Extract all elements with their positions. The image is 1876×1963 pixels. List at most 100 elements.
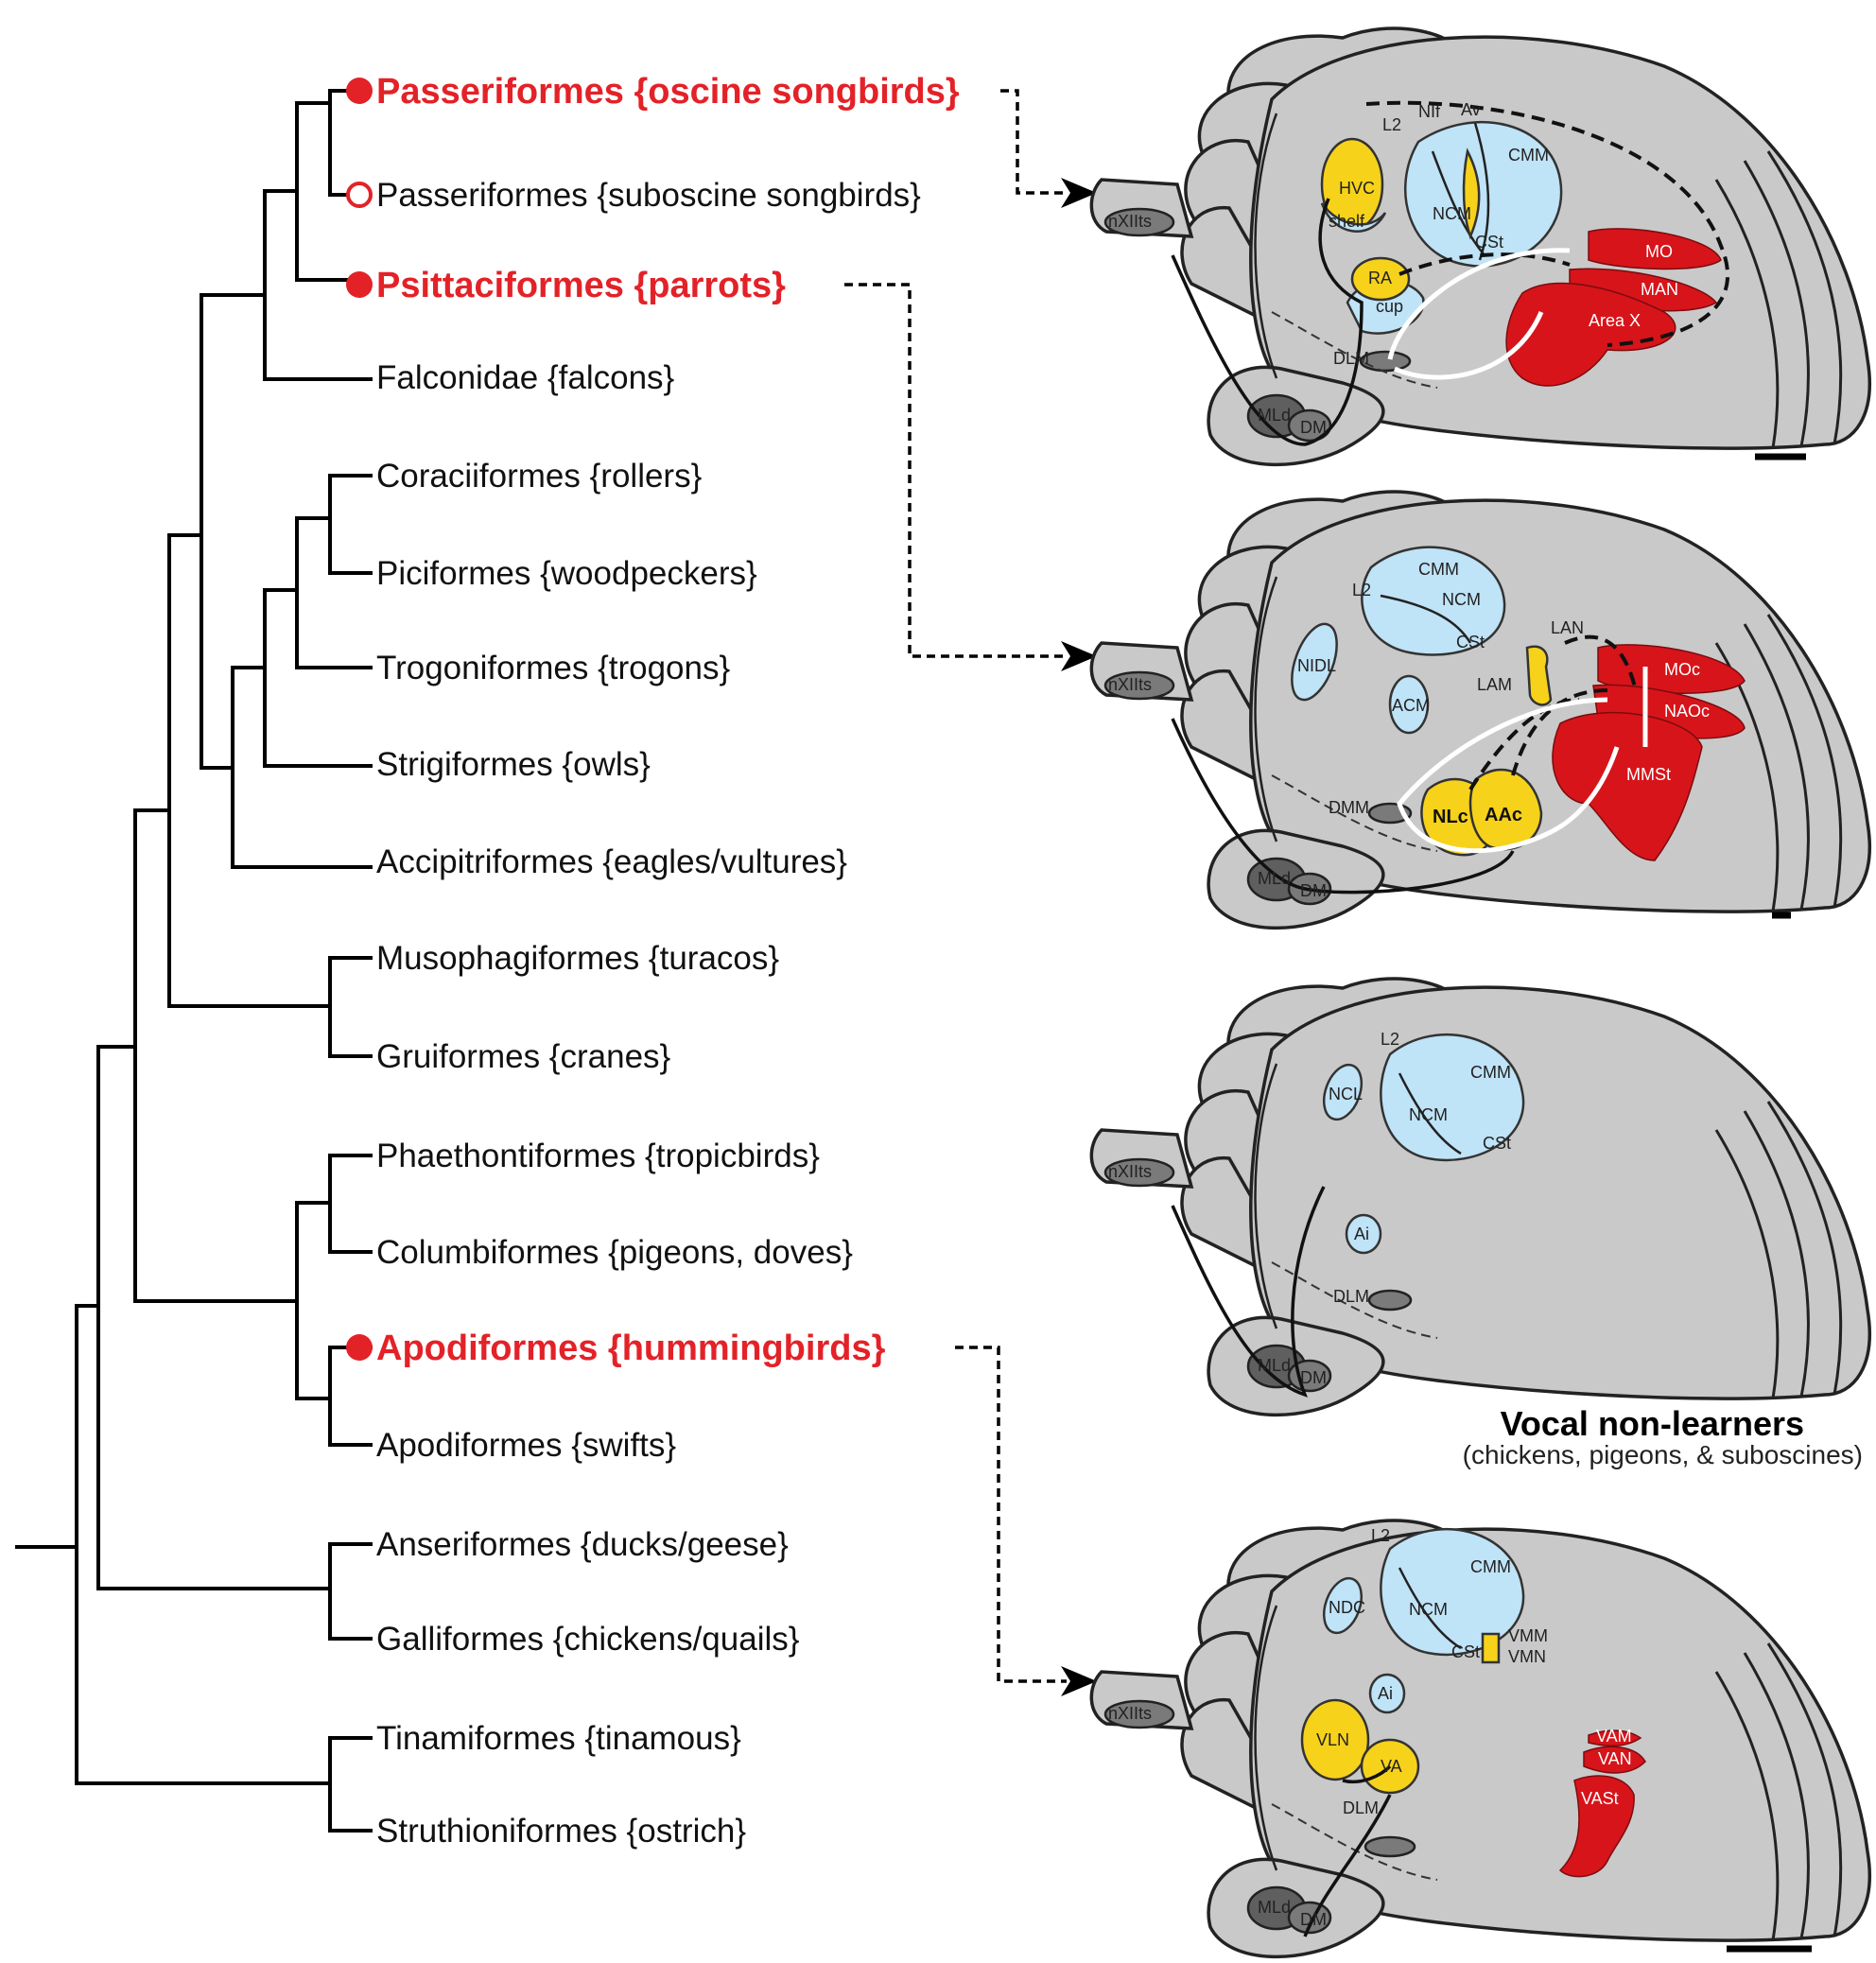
region-label: VMN (1508, 1647, 1546, 1666)
region-label: RA (1368, 269, 1392, 287)
parrot-brain: CMM NCM L2 NIDL CSt LAN LAM ACM MOc NAOc… (1089, 490, 1871, 930)
taxon-label: Apodiformes {swifts} (376, 1427, 676, 1464)
connector-parrot (844, 283, 1067, 658)
region-label: MLd (1258, 1898, 1291, 1917)
region-label: Area X (1589, 311, 1641, 330)
region-label: MLd (1258, 1356, 1291, 1375)
region-label: ACM (1392, 696, 1430, 715)
arrowhead-icon (1061, 178, 1097, 208)
dm-nucleus (1287, 408, 1332, 443)
taxon-label: Galliformes {chickens/quails} (376, 1621, 800, 1658)
region-label: DM (1300, 418, 1327, 437)
region-label: LAM (1477, 675, 1512, 694)
region-label: CSt (1456, 633, 1485, 651)
taxon-label: Phaethontiformes {tropicbirds} (376, 1138, 820, 1174)
region-label: NAOc (1664, 702, 1710, 721)
region-label: MMSt (1626, 765, 1671, 784)
region-label: HVC (1339, 179, 1375, 198)
taxon-brain-connectors (844, 89, 1097, 1696)
region-label: MLd (1258, 869, 1291, 888)
region-label: Ai (1378, 1684, 1393, 1703)
region-label: DM (1300, 1910, 1327, 1929)
tree-branch (200, 474, 373, 869)
region-label: MLd (1258, 406, 1291, 425)
region-label: L2 (1352, 581, 1371, 599)
region-label: MAN (1641, 280, 1678, 299)
region-label: NCM (1409, 1600, 1448, 1619)
region-label: NCM (1409, 1105, 1448, 1124)
white-loop-path (1387, 248, 1571, 380)
region-label: DM (1300, 1368, 1327, 1387)
taxon-label: Strigiformes {owls} (376, 746, 651, 783)
filled-circle-marker (346, 1334, 373, 1361)
arrowhead-icon (1061, 1666, 1097, 1696)
region-label: CSt (1475, 233, 1503, 252)
phylogenetic-tree (15, 89, 373, 1833)
region-label: VAN (1598, 1749, 1632, 1768)
motor-path (1171, 198, 1364, 446)
hvc-shelf (1320, 202, 1387, 233)
tree-branch (75, 1045, 373, 1641)
region-label: nXIIts (1108, 675, 1152, 694)
ra-nucleus (1350, 256, 1411, 302)
filled-circle-marker (346, 271, 373, 298)
region-label: VLN (1316, 1730, 1349, 1749)
region-label: nXIIts (1108, 212, 1152, 231)
region-label: DLM (1333, 349, 1369, 368)
region-label: L2 (1371, 1526, 1390, 1545)
taxon-label: Trogoniformes {trogons} (376, 650, 730, 686)
region-label: DM (1300, 881, 1327, 900)
nonlearner-brain: NCL L2 CMM NCM CSt Ai DLM MLd DM nXIIts (1089, 977, 1871, 1417)
region-label: NLc (1433, 807, 1468, 827)
region-label: VASt (1581, 1789, 1619, 1808)
filled-circle-marker (346, 78, 373, 104)
taxon-label: Coraciiformes {rollers} (376, 458, 703, 495)
taxon-labels: Passeriformes {oscine songbirds} Passeri… (376, 72, 960, 1850)
region-label: CSt (1451, 1642, 1480, 1661)
region-label: Av (1461, 100, 1481, 119)
tree-branch (75, 1736, 373, 1833)
region-label: VA (1381, 1757, 1402, 1776)
taxon-label: Apodiformes {hummingbirds} (376, 1329, 886, 1368)
hvc-x-path (1398, 252, 1571, 276)
taxon-label: Falconidae {falcons} (376, 359, 675, 396)
region-label: NCM (1433, 204, 1471, 223)
region-label: nXIIts (1108, 1162, 1152, 1181)
taxon-label: Passeriformes {suboscine songbirds} (376, 177, 921, 214)
region-label: CMM (1470, 1557, 1511, 1576)
region-label: VMM (1508, 1626, 1548, 1645)
region-label: MOc (1664, 660, 1700, 679)
taxon-label: Tinamiformes {tinamous} (376, 1720, 741, 1757)
nonlearner-caption-title: Vocal non-learners (1501, 1404, 1804, 1443)
arrowhead-icon (1061, 641, 1097, 671)
region-label: NCL (1329, 1085, 1363, 1103)
mo-region (1588, 228, 1722, 270)
tree-branch (167, 89, 373, 770)
region-label: VAM (1596, 1727, 1632, 1746)
taxon-label: Piciformes {woodpeckers} (376, 555, 757, 592)
region-label: AAc (1485, 805, 1522, 825)
taxon-label: Accipitriformes {eagles/vultures} (376, 843, 847, 880)
taxon-label: Passeriformes {oscine songbirds} (376, 72, 960, 112)
tree-branch (133, 533, 373, 1058)
tree-branch (96, 808, 373, 1447)
taxon-label: Gruiformes {cranes} (376, 1038, 671, 1075)
region-label: DLM (1343, 1798, 1379, 1817)
nonlearner-caption-sub: (chickens, pigeons, & suboscines) (1463, 1440, 1863, 1469)
taxon-label: Columbiformes {pigeons, doves} (376, 1234, 853, 1271)
region-label: MO (1645, 242, 1673, 261)
auditory-field (1404, 121, 1563, 268)
region-label: DLM (1333, 1287, 1369, 1306)
region-label: NDC (1329, 1598, 1365, 1617)
anterior-loop-path (1365, 100, 1729, 347)
learner-markers (346, 78, 373, 1361)
region-label: Ai (1354, 1225, 1369, 1243)
taxon-label: Psittaciformes {parrots} (376, 266, 786, 305)
region-label: cup (1376, 297, 1403, 316)
hummingbird-brain: L2 CMM NDC NCM CSt VMM VMN Ai VLN VA DLM… (1089, 1519, 1871, 1959)
region-label: NCM (1442, 590, 1481, 609)
taxon-label: Musophagiformes {turacos} (376, 940, 779, 977)
taxon-label: Anseriformes {ducks/geese} (376, 1526, 789, 1563)
region-label: L2 (1382, 115, 1401, 134)
